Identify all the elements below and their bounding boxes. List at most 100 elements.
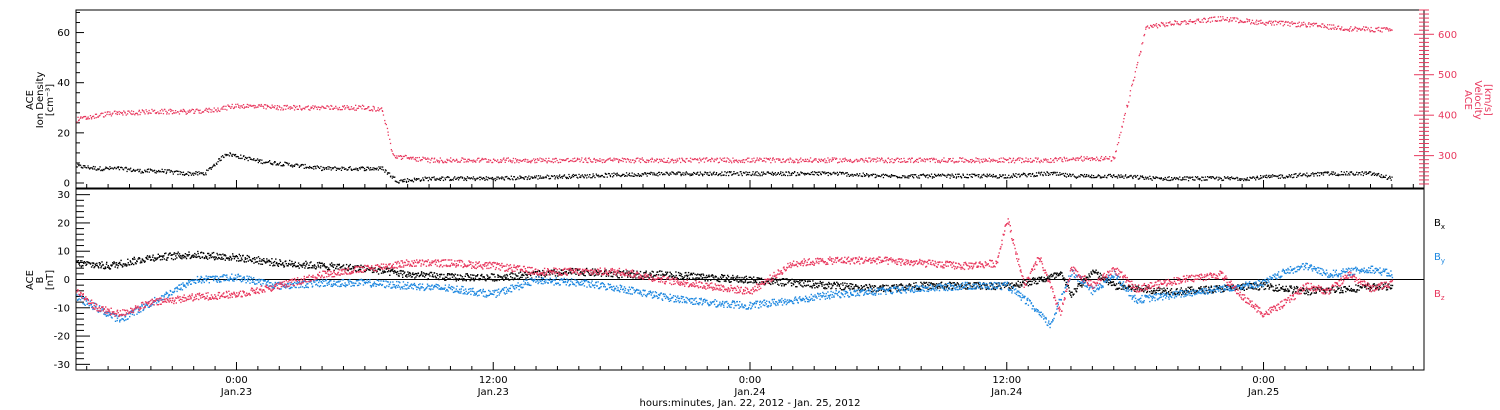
density-point xyxy=(512,179,514,181)
density-point xyxy=(236,155,238,158)
velocity-point xyxy=(1325,26,1328,28)
density-point xyxy=(335,169,337,171)
velocity-point xyxy=(972,160,975,162)
bx-point xyxy=(519,276,522,278)
velocity-point xyxy=(596,159,598,161)
density-point xyxy=(1173,177,1175,179)
density-point xyxy=(466,176,469,178)
bx-point xyxy=(400,272,402,275)
bx-point xyxy=(960,285,962,288)
density-point xyxy=(755,174,757,176)
density-point xyxy=(1215,177,1217,179)
density-point xyxy=(782,171,784,174)
velocity-point xyxy=(801,159,804,161)
bx-point xyxy=(512,273,514,275)
density-point xyxy=(842,172,844,174)
bx-point xyxy=(273,260,276,263)
velocity-point xyxy=(427,157,429,159)
velocity-point xyxy=(1048,161,1050,163)
density-point xyxy=(859,173,861,175)
velocity-point xyxy=(401,157,404,160)
velocity-point xyxy=(1272,22,1274,24)
bx-point xyxy=(565,270,567,273)
velocity-point xyxy=(615,158,618,160)
velocity-point xyxy=(1266,22,1268,24)
velocity-point xyxy=(976,160,978,162)
density-point xyxy=(624,175,626,177)
bx-point xyxy=(882,284,884,286)
velocity-point xyxy=(647,161,650,163)
density-point xyxy=(670,173,672,175)
density-point xyxy=(933,176,935,178)
bx-point xyxy=(304,265,307,267)
density-point xyxy=(434,178,436,180)
velocity-point xyxy=(680,161,682,164)
bx-point xyxy=(477,274,479,276)
velocity-point xyxy=(765,157,767,159)
velocity-point xyxy=(1027,161,1029,163)
bx-point xyxy=(594,268,596,270)
bx-point xyxy=(342,265,344,267)
velocity-point xyxy=(1305,26,1308,28)
bx-point xyxy=(258,263,260,265)
velocity-point xyxy=(1010,161,1012,163)
bx-point xyxy=(466,273,468,275)
density-point xyxy=(867,174,870,176)
velocity-point xyxy=(675,161,677,164)
bx-point xyxy=(146,255,149,257)
density-point xyxy=(737,172,739,174)
velocity-point xyxy=(284,104,286,107)
density-point xyxy=(1048,172,1050,175)
velocity-point xyxy=(1165,22,1167,24)
bx-point xyxy=(840,283,842,285)
density-point xyxy=(1323,171,1325,174)
velocity-point xyxy=(191,108,193,110)
velocity-point xyxy=(182,108,184,111)
bx-point xyxy=(208,257,211,259)
velocity-point xyxy=(609,157,611,159)
density-point xyxy=(576,176,578,178)
bx-point xyxy=(618,277,620,279)
velocity-point xyxy=(350,108,352,110)
bx-point xyxy=(451,276,454,278)
velocity-point xyxy=(1317,25,1319,28)
velocity-point xyxy=(1238,22,1240,24)
density-point xyxy=(469,178,471,180)
density-point xyxy=(863,174,866,176)
density-point xyxy=(178,170,180,173)
velocity-point xyxy=(88,118,90,120)
velocity-point xyxy=(356,107,358,110)
bx-point xyxy=(232,255,234,257)
velocity-point xyxy=(143,110,145,112)
bx-point xyxy=(974,288,976,290)
bx-point xyxy=(944,286,946,288)
density-point xyxy=(783,173,785,175)
density-point xyxy=(472,176,475,178)
velocity-point xyxy=(1226,19,1228,21)
density-point xyxy=(861,175,864,178)
density-point xyxy=(979,177,981,179)
density-point xyxy=(370,169,372,171)
density-point xyxy=(946,174,948,177)
bx-point xyxy=(698,277,701,279)
velocity-point xyxy=(916,158,918,161)
velocity-point xyxy=(1232,17,1234,19)
bx-point xyxy=(657,274,660,276)
density-point xyxy=(387,172,389,174)
bx-point xyxy=(96,264,98,267)
density-point xyxy=(1125,174,1127,176)
velocity-point xyxy=(244,106,246,108)
density-point xyxy=(965,176,967,179)
bx-point xyxy=(845,285,847,287)
density-point xyxy=(1280,174,1282,176)
bx-point xyxy=(261,258,263,261)
density-point xyxy=(240,154,242,156)
bx-point xyxy=(573,272,576,274)
density-point xyxy=(915,174,917,176)
velocity-point xyxy=(779,158,781,160)
density-point xyxy=(725,172,728,174)
velocity-point xyxy=(872,160,875,162)
density-point xyxy=(608,173,610,175)
bx-point xyxy=(77,260,80,262)
bx-point xyxy=(185,256,187,258)
